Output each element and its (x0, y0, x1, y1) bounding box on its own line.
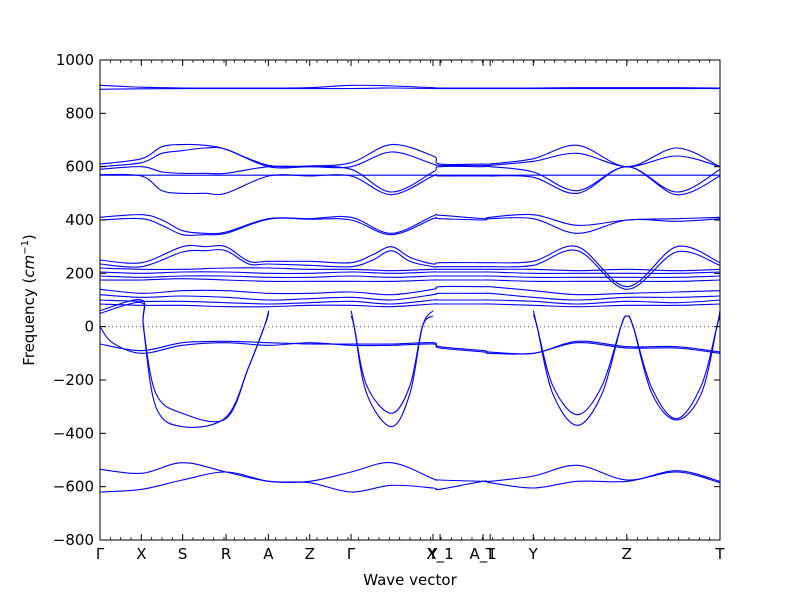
band-line-16 (99, 285, 721, 296)
plot-frame (99, 59, 721, 541)
x-tick-label-6: Z (305, 545, 315, 563)
y-tick-label-5: 0 (84, 318, 94, 336)
x-axis-label: Wave vector (363, 571, 457, 589)
band-line-14 (99, 275, 721, 279)
band-line-12 (99, 267, 721, 272)
y-tick-label-6: 200 (65, 264, 94, 282)
x-tick-label-8: Y (427, 545, 438, 563)
band-line-20 (99, 326, 721, 355)
y-tick-label-9: 800 (65, 104, 94, 122)
y-tick-label-4: −200 (53, 371, 94, 389)
x-tick-label-1: Γ (96, 545, 105, 563)
band-line-28 (99, 462, 721, 484)
band-line-8 (99, 213, 721, 235)
band-line-11 (99, 249, 721, 290)
band-line-21 (99, 340, 721, 355)
band-line-5 (99, 165, 721, 193)
band-line-19 (99, 303, 721, 308)
x-tick-label-13: Z (622, 545, 632, 563)
y-axis-label-close: ) (20, 234, 38, 240)
band-line-15 (99, 278, 721, 282)
x-axis: Γ X S R A Z Γ YX_1 A_1T Y Z T (96, 60, 725, 564)
y-axis-label-text: Frequency ( (20, 278, 38, 366)
band-line-22 (99, 299, 270, 428)
band-line-17 (99, 292, 721, 301)
x-tick-label-12: Y (528, 545, 539, 563)
x-tick-label-2: X (136, 545, 146, 563)
x-tick-label-11: T (485, 545, 496, 563)
y-axis-label-unit: cm (20, 255, 38, 278)
y-tick-label-8: 600 (65, 158, 94, 176)
band-line-3 (99, 143, 721, 168)
x-tick-label-5: A (263, 545, 274, 563)
y-tick-label-3: −400 (53, 424, 94, 442)
x-tick-label-9: X_1 (426, 545, 453, 564)
band-line-24 (350, 310, 434, 428)
band-line-29 (99, 471, 721, 493)
band-line-13 (99, 271, 721, 275)
band-line-10 (99, 244, 721, 288)
band-line-26 (532, 310, 721, 426)
x-tick-label-14: T (714, 545, 725, 563)
x-tick-label-10: A_1 (469, 545, 496, 564)
x-tick-label-4: R (221, 545, 231, 563)
y-tick-label-2: −600 (53, 478, 94, 496)
y-axis: −800 −600 −400 −200 0 200 400 600 800 1000 (53, 51, 720, 549)
x-tick-label-3: S (178, 545, 188, 563)
band-line-18 (99, 299, 721, 305)
y-axis-label: Frequency (cm−1) (20, 234, 38, 366)
band-line-25 (350, 315, 434, 414)
y-tick-label-10: 1000 (56, 51, 94, 69)
y-tick-label-7: 400 (65, 211, 94, 229)
band-line-9 (99, 216, 721, 236)
band-line-2 (99, 84, 721, 89)
plot-series-group (99, 84, 721, 493)
y-tick-label-1: −800 (53, 531, 94, 549)
band-line-4 (99, 146, 721, 169)
band-line-6 (99, 166, 721, 196)
x-tick-label-7: Γ (347, 545, 356, 563)
band-line-27 (532, 314, 721, 420)
y-axis-label-exponent: −1 (20, 240, 31, 255)
band-line-23 (99, 301, 270, 423)
